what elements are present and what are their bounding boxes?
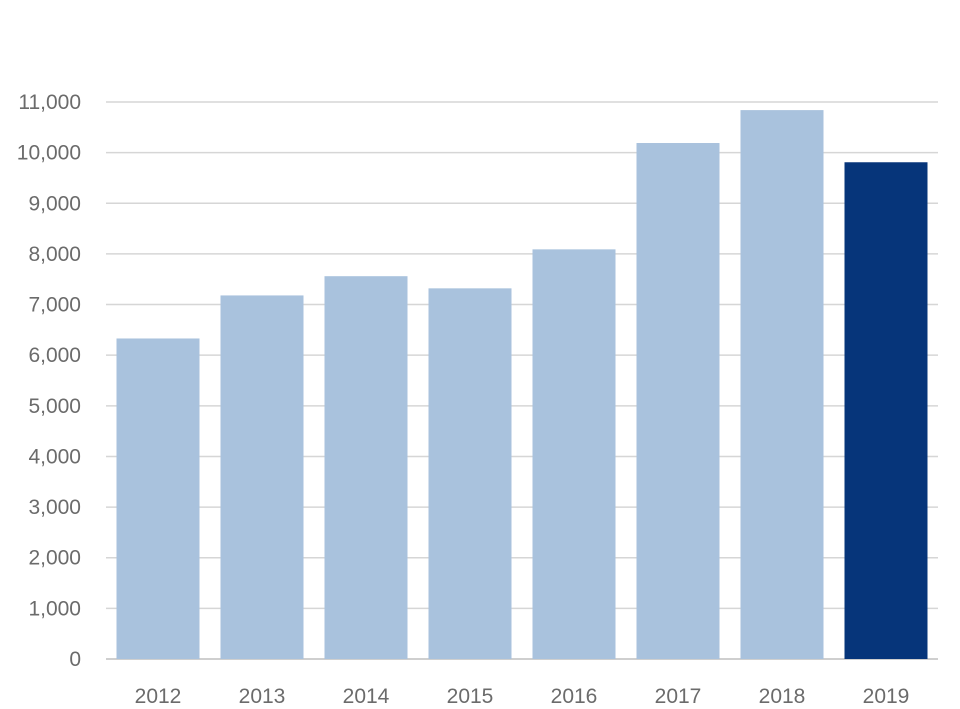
y-tick-label: 7,000 <box>28 294 81 317</box>
x-tick-label: 2017 <box>655 685 702 708</box>
y-tick-label: 10,000 <box>17 142 81 165</box>
y-tick-label: 1,000 <box>28 597 81 620</box>
x-axis-tick-labels: 2012 2013 2014 2015 2016 2017 2018 2019 <box>135 685 910 708</box>
y-tick-label: 11,000 <box>18 91 81 114</box>
bar-2019 <box>844 162 928 660</box>
y-tick-label: 8,000 <box>28 243 81 266</box>
x-tick-label: 2014 <box>343 685 390 708</box>
y-tick-label: 5,000 <box>28 395 81 418</box>
x-tick-label: 2013 <box>239 685 286 708</box>
y-axis-tick-labels: 0 1,000 2,000 3,000 4,000 5,000 6,000 7,000 8,00… <box>17 91 81 671</box>
bars <box>116 110 928 660</box>
bar-2018 <box>740 110 824 660</box>
x-tick-label: 2019 <box>863 685 910 708</box>
y-tick-label: 4,000 <box>28 445 81 468</box>
bar-2016 <box>532 249 616 660</box>
bar-2012 <box>116 338 200 659</box>
bar-2015 <box>428 288 512 659</box>
x-tick-label: 2018 <box>759 685 806 708</box>
bar-2013 <box>220 295 304 659</box>
x-tick-label: 2012 <box>135 685 182 708</box>
bar-2014 <box>324 276 408 659</box>
y-tick-label: 6,000 <box>28 344 81 367</box>
y-tick-label: 0 <box>69 648 81 671</box>
x-tick-label: 2015 <box>447 685 494 708</box>
y-tick-label: 9,000 <box>28 192 81 215</box>
y-tick-label: 2,000 <box>28 547 81 570</box>
y-tick-label: 3,000 <box>28 496 81 519</box>
bar-2017 <box>636 143 720 660</box>
x-tick-label: 2016 <box>551 685 598 708</box>
